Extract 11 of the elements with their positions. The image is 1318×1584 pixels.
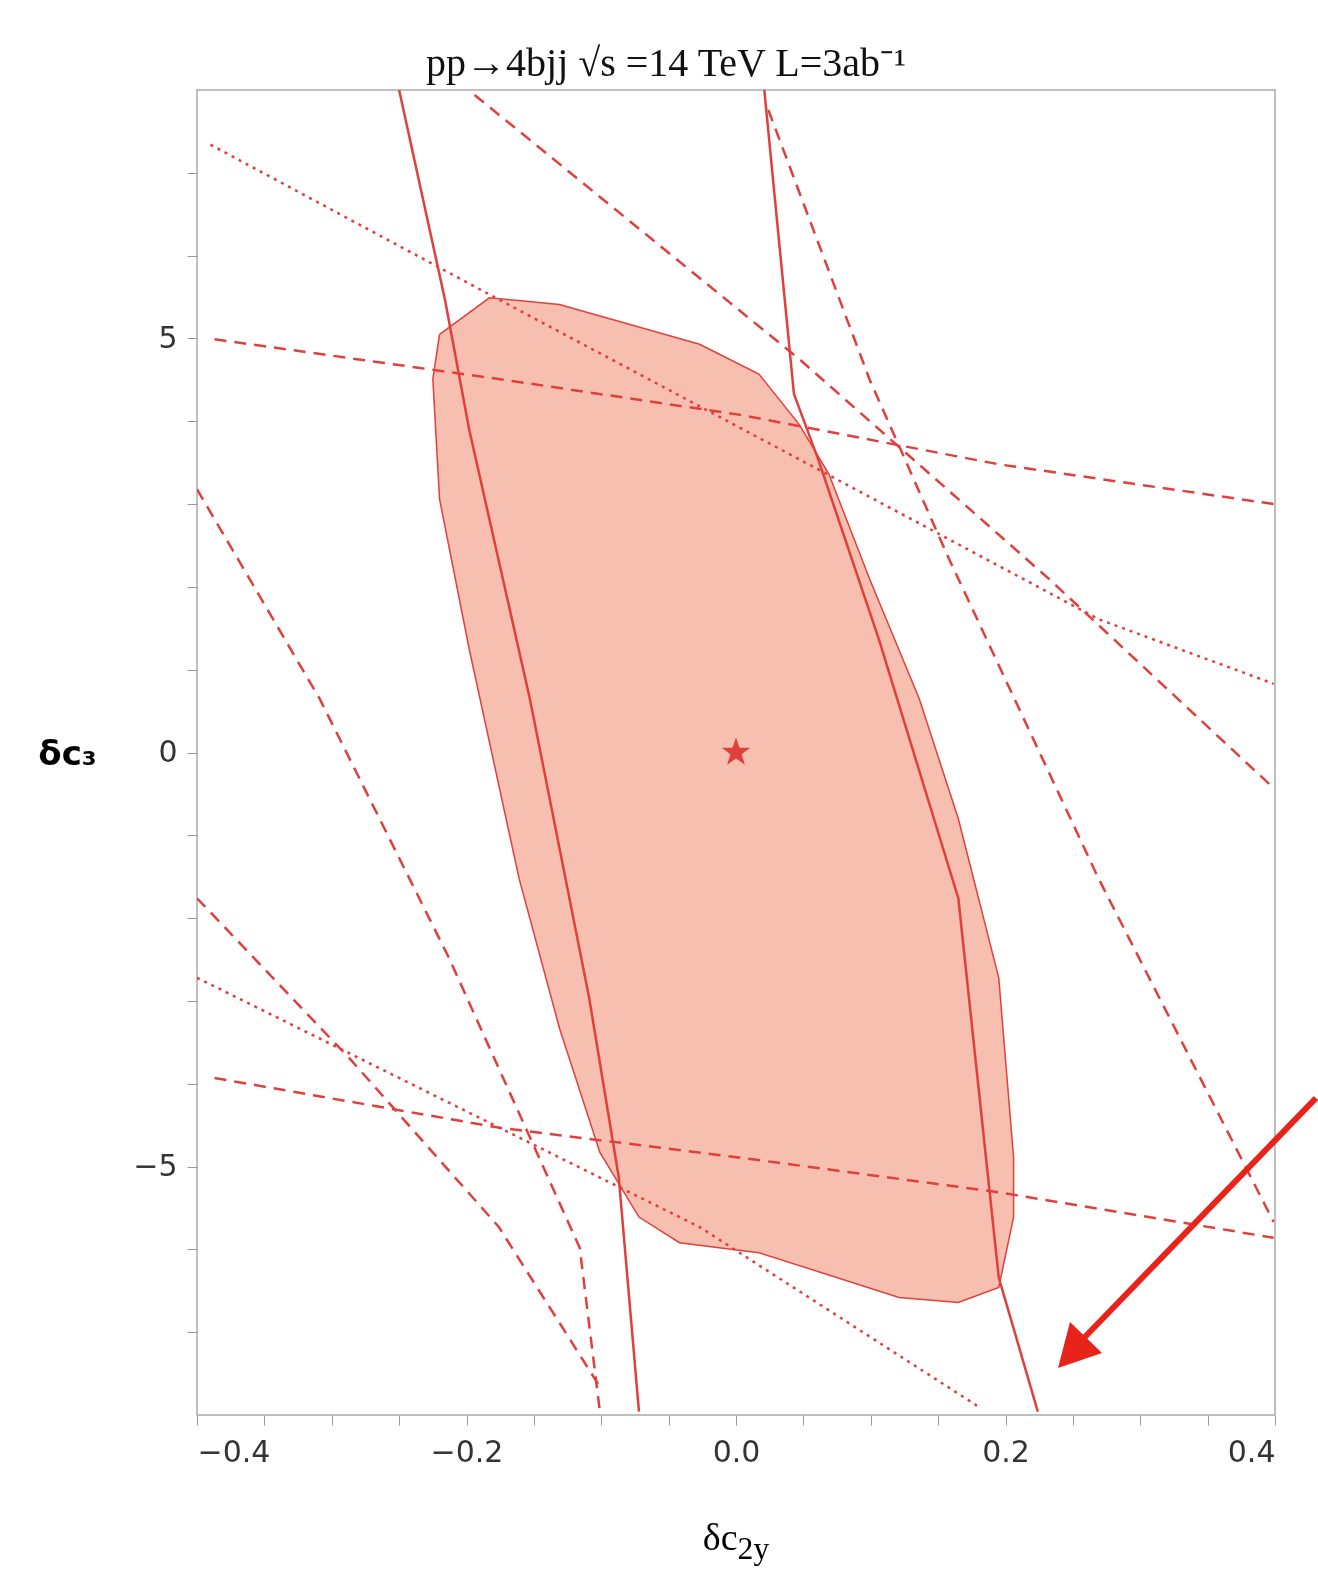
chart-title: pp→4bjj √s =14 TeV L=3ab⁻¹ (426, 40, 906, 85)
x-tick-label: 0.2 (982, 1433, 1030, 1469)
y-axis-title: δc₃ (38, 732, 97, 773)
x-tick-label: 0.0 (712, 1433, 761, 1469)
x-tick-label: −0.4 (197, 1433, 271, 1469)
y-tick-label: 0 (158, 734, 178, 769)
y-tick-label: 5 (158, 319, 178, 355)
x-axis-title: δc$_{2y}$ (701, 1515, 771, 1567)
x-tick-label: 0.4 (1227, 1433, 1276, 1469)
y-tick-label: −5 (133, 1148, 178, 1184)
x-tick-label: −0.2 (430, 1433, 504, 1469)
